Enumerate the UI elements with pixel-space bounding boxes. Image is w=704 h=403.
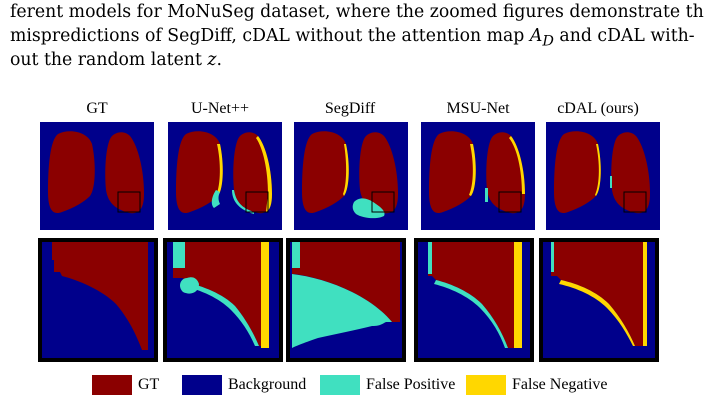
attention-map-symbol: AD bbox=[529, 26, 554, 50]
legend-label-background: Background bbox=[228, 376, 307, 393]
latent-symbol: z bbox=[207, 50, 217, 70]
column-title-segdiff: SegDiff bbox=[324, 100, 376, 117]
legend-item-false-positive: False Positive bbox=[320, 374, 455, 396]
zoom-map-unetpp bbox=[163, 238, 283, 362]
legend-label-gt: GT bbox=[138, 376, 160, 393]
zoom-map-gt bbox=[38, 238, 158, 362]
caption-line-1: ferent models for MoNuSeg dataset, where… bbox=[10, 2, 704, 22]
column-title-unetpp: U-Net++ bbox=[190, 100, 250, 117]
legend-swatch-false-negative bbox=[466, 375, 506, 395]
zoom-map-cdal bbox=[539, 238, 659, 362]
full-map-msunet bbox=[421, 122, 535, 230]
legend-swatch-gt bbox=[92, 375, 132, 395]
column-title-gt: GT bbox=[86, 100, 108, 117]
legend-swatch-false-positive bbox=[320, 375, 360, 395]
zoom-map-msunet bbox=[414, 238, 534, 362]
full-map-segdiff bbox=[294, 122, 408, 230]
caption-line-3-tail: . bbox=[216, 50, 223, 70]
full-map-unetpp bbox=[168, 122, 282, 230]
legend-label-false-positive: False Positive bbox=[366, 376, 456, 393]
figure-caption: ferent models for MoNuSeg dataset, where… bbox=[10, 0, 704, 72]
attention-map-letter: A bbox=[529, 26, 543, 46]
legend-label-false-negative: False Negative bbox=[512, 376, 608, 393]
legend-item-background: Background bbox=[182, 374, 306, 396]
caption-line-3-text: out the random latent bbox=[10, 50, 208, 70]
caption-line-2: mispredictions of SegDiff, cDAL without … bbox=[10, 24, 698, 50]
caption-line-2-text: mispredictions of SegDiff, cDAL without … bbox=[10, 26, 530, 46]
column-title-cdal: cDAL (ours) bbox=[557, 100, 639, 117]
legend-item-gt: GT bbox=[92, 374, 159, 396]
column-title-msunet: MSU-Net bbox=[446, 100, 510, 117]
full-map-cdal bbox=[546, 122, 660, 230]
zoom-map-segdiff bbox=[286, 238, 406, 362]
full-map-gt bbox=[40, 122, 154, 230]
legend-swatch-background bbox=[182, 375, 222, 395]
caption-line-2-tail: and cDAL with- bbox=[553, 26, 695, 46]
attention-map-subscript: D bbox=[542, 33, 554, 50]
legend-item-false-negative: False Negative bbox=[466, 374, 608, 396]
caption-line-3: out the random latent z. bbox=[10, 48, 698, 72]
